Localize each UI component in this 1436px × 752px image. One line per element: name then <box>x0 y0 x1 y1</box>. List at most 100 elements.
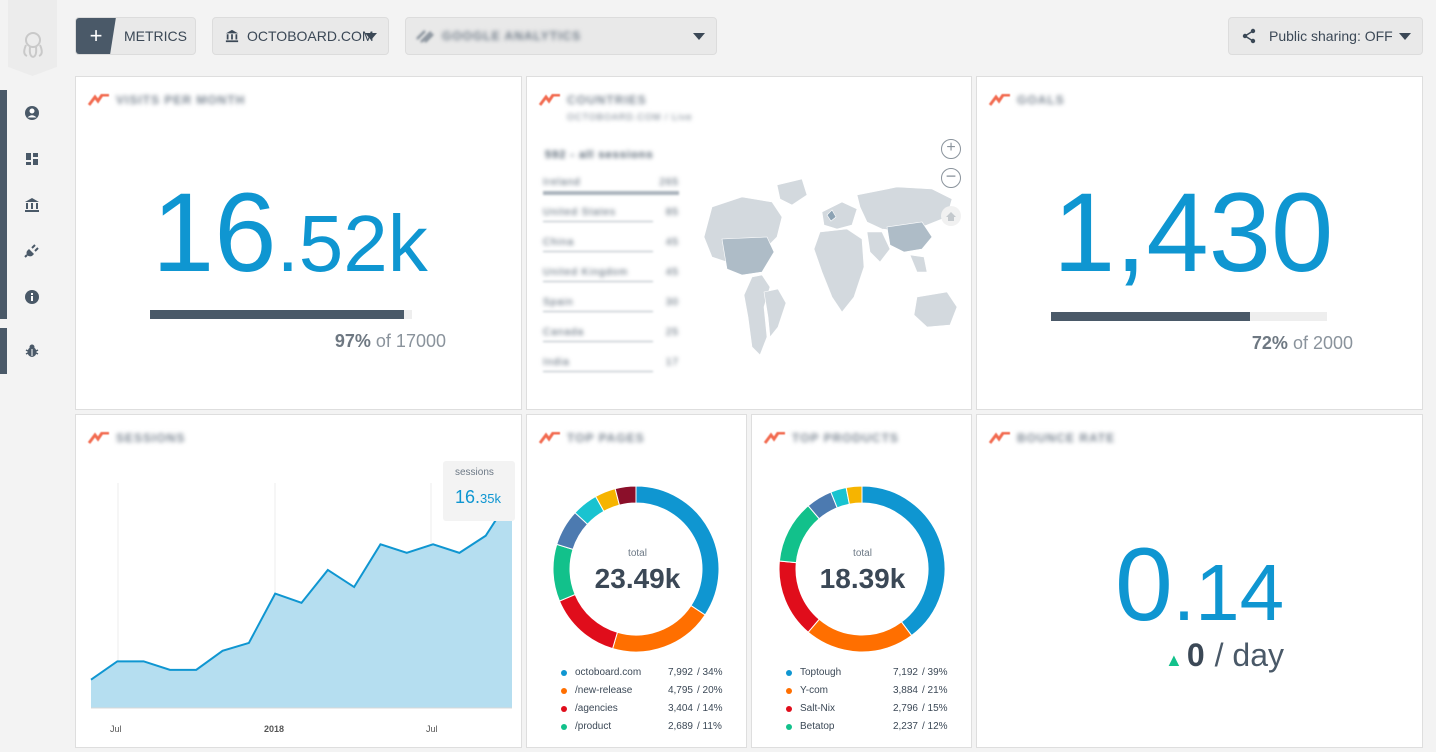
top-products-donut-chart[interactable] <box>779 486 945 652</box>
sessions-tooltip: sessions 16.35k <box>443 461 515 521</box>
legend-name: Salt-Nix <box>800 703 836 714</box>
bounce-delta-unit: / day <box>1214 637 1284 673</box>
metrics-button-label: METRICS <box>124 28 187 44</box>
add-metrics-button[interactable]: + METRICS <box>75 17 196 55</box>
country-row: India 17 <box>543 357 679 377</box>
bug-icon <box>25 344 39 357</box>
legend-item[interactable]: octoboard.com 7,992 / 34% <box>561 667 723 678</box>
sessions-area <box>91 495 512 708</box>
country-bar <box>543 311 653 312</box>
donut-slice[interactable] <box>614 486 637 506</box>
country-row: Canada 25 <box>543 327 679 347</box>
zoom-in-button[interactable]: + <box>941 139 961 159</box>
legend-item[interactable]: Toptough 7,192 / 39% <box>786 667 948 678</box>
donut-slice[interactable] <box>845 486 863 505</box>
bounce-value-int: 0 <box>1115 527 1173 643</box>
data-source-label: GOOGLE ANALYTICS <box>442 29 582 43</box>
world-map[interactable] <box>682 177 967 367</box>
visits-progress-label: 97% of 17000 <box>246 331 446 352</box>
info-icon <box>25 290 39 304</box>
dashboard-icon <box>26 153 38 165</box>
legend-percent: / 20% <box>697 685 723 696</box>
countries-card[interactable]: COUNTRIES OCTOBOARD.COM / Live 592 - all… <box>526 76 972 410</box>
home-icon[interactable] <box>941 206 961 226</box>
sidebar-item-integrations[interactable] <box>24 243 42 261</box>
legend-name: Y-com <box>800 685 828 696</box>
legend-dot <box>786 669 792 676</box>
octoboard-widget-icon <box>88 94 109 106</box>
visits-value: 16.52k <box>152 177 428 300</box>
card-header: SESSIONS <box>88 431 185 445</box>
legend-name: /new-release <box>575 685 633 696</box>
country-value: 85 <box>665 207 679 218</box>
country-bar <box>543 371 653 372</box>
organization-label: OCTOBOARD.COM <box>247 28 374 44</box>
country-name: China <box>543 237 575 248</box>
countries-subtitle: OCTOBOARD.COM / Live <box>567 112 693 122</box>
donut-slice[interactable] <box>807 618 913 652</box>
card-title: TOP PRODUCTS <box>792 431 899 445</box>
sessions-card[interactable]: SESSIONS sessions 16.35k Jul 2018 Jul <box>75 414 522 748</box>
sessions-tooltip-value: 16.35k <box>455 487 501 508</box>
sidebar-group-indicator-2 <box>0 328 7 374</box>
legend-item[interactable]: /agencies 3,404 / 14% <box>561 703 723 714</box>
country-row: China 45 <box>543 237 679 257</box>
sidebar-item-info[interactable] <box>24 289 42 307</box>
legend-dot <box>561 687 567 694</box>
donut-slice[interactable] <box>861 486 945 637</box>
organization-dropdown[interactable]: OCTOBOARD.COM <box>212 17 389 55</box>
goals-card[interactable]: GOALS 1,430 72% of 2000 <box>976 76 1423 410</box>
goals-progress-bar <box>1051 312 1327 321</box>
app-logo[interactable] <box>8 0 57 76</box>
visits-progress-fill <box>150 310 405 319</box>
legend-dot <box>786 723 792 730</box>
legend-percent: / 12% <box>922 721 948 732</box>
legend-item[interactable]: Betatop 2,237 / 12% <box>786 721 948 732</box>
octopus-logo-icon <box>23 32 43 58</box>
country-bar <box>543 221 653 222</box>
bounce-rate-card[interactable]: BOUNCE RATE 0.14 ▲ 0 / day <box>976 414 1423 748</box>
card-title: BOUNCE RATE <box>1017 431 1116 445</box>
donut-total-value: 23.49k <box>594 563 681 594</box>
legend-item[interactable]: /new-release 4,795 / 20% <box>561 685 723 696</box>
card-header: GOALS <box>989 93 1065 107</box>
goals-progress-fill <box>1051 312 1250 321</box>
country-bar <box>543 251 653 252</box>
sidebar-item-organizations[interactable] <box>24 197 42 215</box>
top-pages-donut-chart[interactable] <box>553 486 719 652</box>
zoom-out-button[interactable]: − <box>941 167 961 188</box>
legend-item[interactable]: Y-com 3,884 / 21% <box>786 685 948 696</box>
octoboard-widget-icon <box>989 94 1010 106</box>
country-name: India <box>543 357 570 368</box>
chevron-down-icon <box>365 33 377 40</box>
top-products-card[interactable]: TOP PRODUCTS total 18.39k Toptough 7,192 /… <box>751 414 972 748</box>
octoboard-widget-icon <box>539 432 560 444</box>
sidebar-item-report-bug[interactable] <box>24 343 42 361</box>
legend-name: /product <box>575 721 612 732</box>
visits-per-month-card[interactable]: VISITS PER MONTH 16.52k 97% of 17000 <box>75 76 522 410</box>
sidebar-item-dashboards[interactable] <box>24 151 42 169</box>
sessions-area-chart[interactable] <box>76 415 523 749</box>
countries-list-header: 592 - all sessions <box>545 149 654 161</box>
share-icon <box>1242 28 1256 44</box>
public-sharing-dropdown[interactable]: Public sharing: OFF <box>1228 17 1423 55</box>
donut-slice[interactable] <box>558 593 619 650</box>
sidebar-item-profile[interactable] <box>24 105 42 123</box>
x-axis-label: Jul <box>426 724 438 734</box>
legend-item[interactable]: /product 2,689 / 11% <box>561 721 722 732</box>
legend-item[interactable]: Salt-Nix 2,796 / 15% <box>786 703 948 714</box>
chevron-down-icon <box>1399 33 1411 40</box>
country-name: Ireland <box>543 177 581 188</box>
card-header: TOP PAGES <box>539 431 645 445</box>
octoboard-widget-icon <box>764 432 785 444</box>
country-bar <box>543 281 653 282</box>
top-pages-card[interactable]: TOP PAGES total 23.49k octoboard.com 7,99… <box>526 414 747 748</box>
legend-dot <box>786 687 792 694</box>
legend-percent: / 34% <box>697 667 723 678</box>
google-analytics-icon <box>416 30 434 43</box>
data-source-dropdown[interactable]: GOOGLE ANALYTICS <box>405 17 717 55</box>
legend-percent: / 11% <box>697 721 722 732</box>
legend-value: 2,237 <box>892 721 918 732</box>
donut-slice[interactable] <box>611 604 706 652</box>
country-name: United States <box>543 207 617 218</box>
